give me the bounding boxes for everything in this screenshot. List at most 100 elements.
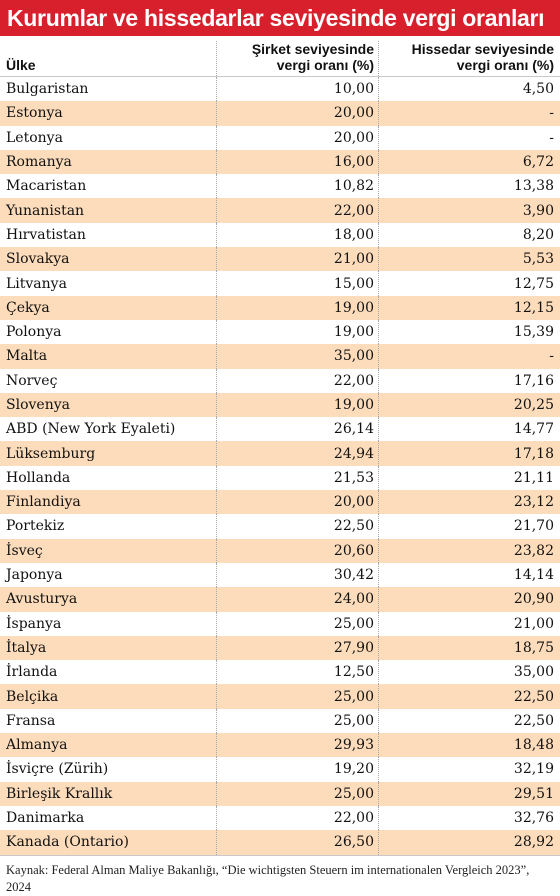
shareholder-rate-cell: 22,50 xyxy=(378,684,560,709)
country-cell: Yunanistan xyxy=(6,202,85,219)
table-row: Bulgaristan 10,00 4,50 xyxy=(0,77,560,102)
company-rate-cell: 21,53 xyxy=(216,465,378,491)
company-rate-cell: 22,00 xyxy=(216,198,378,223)
company-rate-cell: 25,00 xyxy=(216,611,378,636)
company-rate-cell: 22,00 xyxy=(216,805,378,831)
company-rate-cell: 20,00 xyxy=(216,490,378,515)
country-cell: Lüksemburg xyxy=(6,445,96,462)
table-row: Norveç 22,00 17,16 xyxy=(0,368,560,393)
table-row: İsveç 20,60 23,82 xyxy=(0,538,560,563)
shareholder-rate-cell: 23,12 xyxy=(378,490,560,515)
table-row: Finlandiya 20,00 23,12 xyxy=(0,490,560,515)
shareholder-rate-cell: 14,14 xyxy=(378,562,560,588)
shareholder-rate-cell: 18,48 xyxy=(378,733,560,758)
table-row: Slovenya 19,00 20,25 xyxy=(0,392,560,418)
table-title: Kurumlar ve hissedarlar seviyesinde verg… xyxy=(0,0,560,36)
table-row: Litvanya 15,00 12,75 xyxy=(0,271,560,296)
shareholder-rate-cell: 21,11 xyxy=(378,465,560,491)
company-rate-cell: 26,14 xyxy=(216,417,378,442)
table-row: Belçika 25,00 22,50 xyxy=(0,684,560,709)
country-cell: Letonya xyxy=(6,129,63,146)
header-company-rate: Şirket seviyesinde vergi oranı (%) xyxy=(216,41,378,76)
company-rate-cell: 19,00 xyxy=(216,319,378,345)
country-cell: Estonya xyxy=(6,105,63,122)
country-cell: Slovakya xyxy=(6,251,70,268)
table-row: Danimarka 22,00 32,76 xyxy=(0,805,560,831)
country-cell: Polonya xyxy=(6,324,62,341)
company-rate-cell: 12,50 xyxy=(216,660,378,685)
company-rate-cell: 19,00 xyxy=(216,295,378,320)
company-rate-cell: 35,00 xyxy=(216,344,378,369)
table-row: Çekya 19,00 12,15 xyxy=(0,295,560,320)
company-rate-cell: 24,94 xyxy=(216,441,378,466)
header-country: Ülke xyxy=(6,57,36,73)
shareholder-rate-cell: 3,90 xyxy=(378,198,560,223)
company-rate-cell: 16,00 xyxy=(216,149,378,175)
shareholder-rate-cell: 32,19 xyxy=(378,757,560,782)
company-rate-cell: 10,82 xyxy=(216,174,378,199)
country-cell: Finlandiya xyxy=(6,494,81,511)
shareholder-rate-cell: 28,92 xyxy=(378,830,560,855)
table-row: ABD (New York Eyaleti) 26,14 14,77 xyxy=(0,417,560,442)
table-header: Ülke Şirket seviyesinde vergi oranı (%) … xyxy=(0,36,560,77)
shareholder-rate-cell: 17,16 xyxy=(378,368,560,393)
company-rate-cell: 20,60 xyxy=(216,538,378,563)
shareholder-rate-cell: 32,76 xyxy=(378,805,560,831)
table-row: Lüksemburg 24,94 17,18 xyxy=(0,441,560,466)
table-row: İsviçre (Zürih) 19,20 32,19 xyxy=(0,757,560,782)
header-shareholder-rate-line2: vergi oranı (%) xyxy=(456,57,554,73)
shareholder-rate-cell: 8,20 xyxy=(378,222,560,248)
table-row: Portekiz 22,50 21,70 xyxy=(0,514,560,539)
table-row: İtalya 27,90 18,75 xyxy=(0,635,560,661)
header-company-rate-line2: vergi oranı (%) xyxy=(276,57,374,73)
shareholder-rate-cell: 23,82 xyxy=(378,538,560,563)
company-rate-cell: 25,00 xyxy=(216,684,378,709)
country-cell: Romanya xyxy=(6,154,72,171)
shareholder-rate-cell: 13,38 xyxy=(378,174,560,199)
shareholder-rate-cell: 12,75 xyxy=(378,271,560,296)
company-rate-cell: 30,42 xyxy=(216,562,378,588)
shareholder-rate-cell: 17,18 xyxy=(378,441,560,466)
company-rate-cell: 15,00 xyxy=(216,271,378,296)
table-row: Hollanda 21,53 21,11 xyxy=(0,465,560,491)
company-rate-cell: 19,20 xyxy=(216,757,378,782)
table-row: Kanada (Ontario) 26,50 28,92 xyxy=(0,830,560,855)
table-row: Letonya 20,00- xyxy=(0,125,560,150)
country-cell: İsviçre (Zürih) xyxy=(6,761,109,778)
shareholder-rate-cell: 6,72 xyxy=(378,149,560,175)
company-rate-cell: 22,00 xyxy=(216,368,378,393)
shareholder-rate-cell: 5,53 xyxy=(378,247,560,272)
shareholder-rate-cell: 21,00 xyxy=(378,611,560,636)
country-cell: Slovenya xyxy=(6,397,70,413)
table-row: Malta 35,00- xyxy=(0,344,560,369)
table-row: Almanya 29,93 18,48 xyxy=(0,733,560,758)
company-rate-cell: 24,00 xyxy=(216,587,378,612)
country-cell: Japonya xyxy=(6,567,63,584)
company-rate-cell: 26,50 xyxy=(216,830,378,855)
company-rate-cell: 22,50 xyxy=(216,514,378,539)
table-row: Yunanistan 22,00 3,90 xyxy=(0,198,560,223)
header-shareholder-rate-line1: Hissedar seviyesinde xyxy=(411,41,554,57)
country-cell: Avusturya xyxy=(6,591,78,608)
table-body: Bulgaristan 10,00 4,50 Estonya 20,00- Letonya… xyxy=(0,77,560,855)
country-cell: Norveç xyxy=(6,372,58,389)
table-row: Hırvatistan 18,00 8,20 xyxy=(0,222,560,248)
shareholder-rate-cell: 12,15 xyxy=(378,295,560,320)
country-cell: Danimarka xyxy=(6,810,85,827)
country-cell: Almanya xyxy=(6,737,68,754)
header-company-rate-line1: Şirket seviyesinde xyxy=(251,41,374,57)
shareholder-rate-cell: 20,25 xyxy=(378,392,560,418)
country-cell: İtalya xyxy=(6,639,47,656)
table-row: Fransa 25,00 22,50 xyxy=(0,708,560,734)
country-cell: Bulgaristan xyxy=(6,81,89,98)
country-cell: İsveç xyxy=(6,542,43,559)
country-cell: İrlanda xyxy=(6,664,58,681)
country-cell: ABD (New York Eyaleti) xyxy=(6,421,176,438)
country-cell: Kanada (Ontario) xyxy=(6,834,129,851)
company-rate-cell: 20,00 xyxy=(216,101,378,126)
country-cell: Çekya xyxy=(6,299,50,316)
company-rate-cell: 19,00 xyxy=(216,392,378,418)
country-cell: Fransa xyxy=(6,712,56,729)
country-cell: Malta xyxy=(6,348,48,365)
